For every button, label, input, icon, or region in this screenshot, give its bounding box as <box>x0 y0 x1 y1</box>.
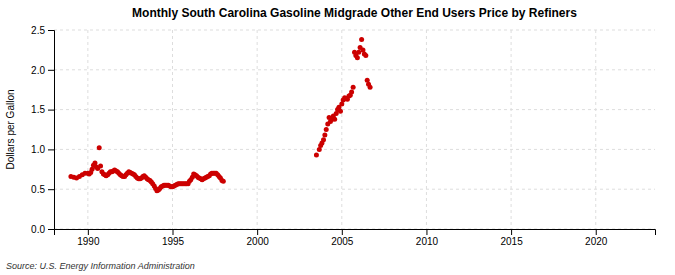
x-tick-mark <box>596 229 597 235</box>
point <box>356 50 361 55</box>
y-tick: 1.5 <box>31 104 54 115</box>
y-tick-label: 1.0 <box>31 144 45 155</box>
point <box>324 127 329 132</box>
x-tick-mark <box>511 229 512 235</box>
point <box>97 145 102 150</box>
x-tick: 2015 <box>500 229 523 247</box>
y-axis-line <box>48 31 55 230</box>
grid-line <box>172 30 173 229</box>
point <box>359 37 364 42</box>
source-note: Source: U.S. Energy Information Administ… <box>6 261 195 271</box>
grid <box>54 30 655 229</box>
x-tick-mark <box>257 229 258 235</box>
chart-svg: 1990 1995 2000 2005 2010 2015 2020 0.0 0.5 1.0 1.5… <box>0 0 675 275</box>
title: Monthly South Carolina Gasoline Midgrade… <box>132 6 577 20</box>
y-tick: 0.5 <box>31 184 54 195</box>
grid-line <box>511 30 512 229</box>
point <box>355 55 360 60</box>
point <box>314 152 319 157</box>
y-tick-mark <box>48 229 54 230</box>
grid-line <box>87 30 88 229</box>
x-tick-label: 2020 <box>585 236 608 247</box>
x-axis: 1990 1995 2000 2005 2010 2015 2020 <box>55 229 656 247</box>
x-tick-label: 2015 <box>500 236 523 247</box>
point <box>321 137 326 142</box>
y-tick-label: 0.5 <box>31 184 45 195</box>
x-tick-mark <box>173 229 174 235</box>
grid-line <box>54 189 655 190</box>
grid-line <box>54 69 655 70</box>
y-tick-label: 2.5 <box>31 25 45 36</box>
point <box>98 164 103 169</box>
grid-line <box>54 149 655 150</box>
y-axis: 0.0 0.5 1.0 1.5 2.0 2.5 <box>31 25 54 235</box>
grid-line <box>257 30 258 229</box>
grid-line <box>54 109 655 110</box>
point <box>349 90 354 95</box>
x-tick-label: 1995 <box>162 236 185 247</box>
grid-line <box>341 30 342 229</box>
plot: 1990 1995 2000 2005 2010 2015 2020 0.0 0.5 1.0 1.5… <box>31 25 655 247</box>
grid-line <box>595 30 596 229</box>
x-tick: 2000 <box>247 229 270 247</box>
x-tick-label: 2000 <box>247 236 270 247</box>
x-tick-mark <box>88 229 89 235</box>
grid-line <box>426 30 427 229</box>
point <box>332 117 337 122</box>
x-axis-line <box>55 230 656 236</box>
chart-container: 1990 1995 2000 2005 2010 2015 2020 0.0 0.5 1.0 1.5… <box>0 0 675 275</box>
points <box>68 37 372 193</box>
y-tick-mark <box>48 70 54 71</box>
point <box>351 85 356 90</box>
x-tick-label: 2005 <box>331 236 354 247</box>
y-tick: 2.0 <box>31 65 54 76</box>
y-tick: 1.0 <box>31 144 54 155</box>
y-tick-mark <box>48 110 54 111</box>
grid-line <box>54 30 655 31</box>
x-tick-mark <box>342 229 343 235</box>
y-tick-label: 0.0 <box>31 224 45 235</box>
x-tick-label: 1990 <box>77 236 100 247</box>
y-tick-label: 1.5 <box>31 104 45 115</box>
y-tick-mark <box>48 149 54 150</box>
point <box>338 109 343 114</box>
x-tick: 2005 <box>331 229 354 247</box>
point <box>368 85 373 90</box>
point <box>322 133 327 138</box>
x-tick: 1990 <box>77 229 100 247</box>
point <box>363 53 368 58</box>
x-tick: 2010 <box>416 229 439 247</box>
y-axis-title: Dollars per Gallon <box>5 89 16 169</box>
x-tick: 1995 <box>162 229 185 247</box>
y-tick: 0.0 <box>31 224 54 235</box>
point <box>221 179 226 184</box>
y-tick-label: 2.0 <box>31 65 45 76</box>
x-tick: 2020 <box>585 229 608 247</box>
x-tick-mark <box>426 229 427 235</box>
y-tick-mark <box>48 30 54 31</box>
y-tick: 2.5 <box>31 25 54 36</box>
x-tick-label: 2010 <box>416 236 439 247</box>
y-tick-mark <box>48 189 54 190</box>
